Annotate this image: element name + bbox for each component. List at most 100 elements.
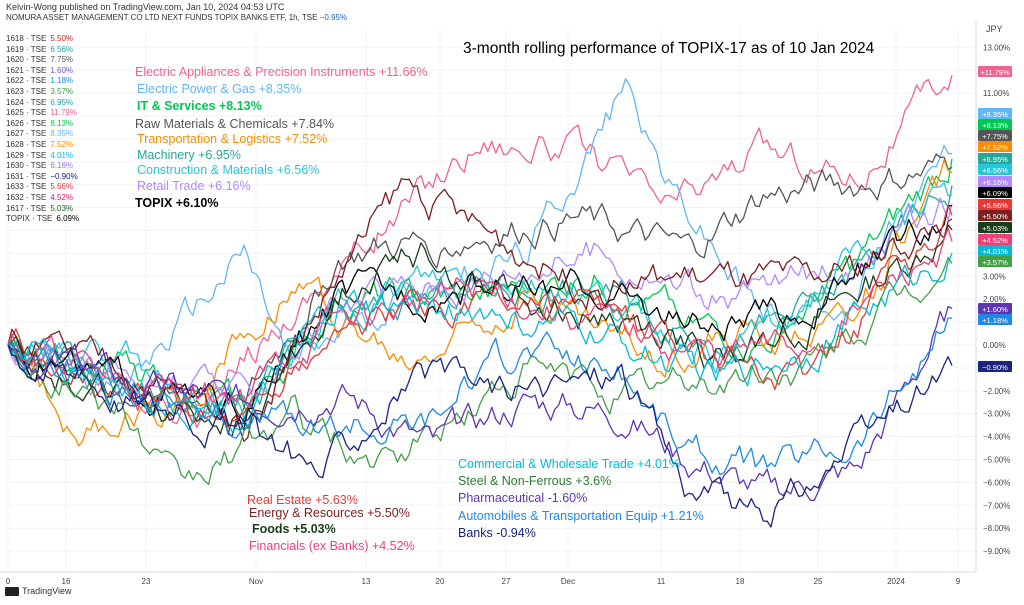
- ticker-code: 1629 · TSE: [6, 150, 47, 160]
- ticker-value: 7.75%: [50, 55, 74, 65]
- value-badge: [978, 187, 1012, 198]
- ticker-row: 1617 · TSE 5.03%: [6, 204, 79, 215]
- series-annotation: IT & Services +8.13%: [137, 99, 262, 113]
- x-tick-label: Dec: [561, 577, 575, 586]
- ticker-code: 1625 · TSE: [6, 108, 47, 118]
- x-tick-label: Nov: [249, 577, 263, 586]
- y-tick-label: 0.00%: [983, 341, 1006, 350]
- value-badge: [978, 245, 1012, 256]
- series-annotation: Steel & Non-Ferrous +3.6%: [458, 474, 611, 488]
- ticker-row: 1626 · TSE 8.13%: [6, 119, 79, 130]
- y-tick-label: −8.00%: [983, 524, 1010, 533]
- ticker-code: 1624 · TSE: [6, 97, 47, 107]
- symbol-change: −0.95%: [319, 13, 348, 22]
- x-tick-label: 23: [142, 577, 151, 586]
- ticker-row: 1625 · TSE 11.79%: [6, 108, 79, 119]
- value-badge: [978, 141, 1012, 152]
- symbol-info: NOMURA ASSET MANAGEMENT CO LTD NEXT FUND…: [6, 13, 347, 22]
- y-tick-label: 11.00%: [983, 89, 1010, 98]
- x-tick-label: 16: [62, 577, 71, 586]
- series-annotation: TOPIX +6.10%: [135, 196, 219, 210]
- value-badge: [978, 256, 1012, 267]
- ticker-value: 6.56%: [50, 44, 74, 54]
- ticker-value: 8.13%: [50, 118, 74, 128]
- series-line: [7, 256, 953, 485]
- value-badge: [978, 210, 1012, 221]
- value-badge-label: +1.18%: [982, 316, 1008, 325]
- value-badge-label: +5.50%: [982, 212, 1008, 221]
- ticker-code: 1628 · TSE: [6, 139, 47, 149]
- x-tick-label: 13: [362, 577, 371, 586]
- ticker-code: 1622 · TSE: [6, 76, 47, 86]
- series-line: [7, 305, 953, 501]
- value-badge: [978, 314, 1012, 325]
- y-tick-label: 13.00%: [983, 43, 1010, 52]
- series-annotation: Electric Power & Gas +8.35%: [137, 82, 301, 96]
- series-line: [7, 317, 953, 476]
- ticker-row: 1618 · TSE 5.50%: [6, 34, 79, 45]
- ticker-code: 1618 · TSE: [6, 34, 47, 43]
- y-tick-label: −2.00%: [983, 387, 1010, 396]
- ticker-row: TOPIX · TSE 6.09%: [6, 214, 79, 225]
- ticker-row: 1631 · TSE −0.90%: [6, 172, 79, 183]
- publish-info: Kelvin-Wong published on TradingView.com…: [6, 2, 285, 12]
- value-badge-label: +8.35%: [982, 110, 1008, 119]
- series-line: [7, 153, 953, 418]
- series-annotation: Retail Trade +6.16%: [137, 179, 251, 193]
- ticker-value: 5.03%: [50, 203, 74, 213]
- series-annotation: Energy & Resources +5.50%: [249, 506, 410, 520]
- value-badge-label: +6.56%: [982, 166, 1008, 175]
- ticker-value: 1.60%: [50, 65, 74, 75]
- value-badge-label: +1.60%: [982, 305, 1008, 314]
- y-tick-label: −7.00%: [983, 501, 1010, 510]
- y-tick-label: −4.00%: [983, 433, 1010, 442]
- ticker-value: 6.09%: [56, 214, 80, 224]
- value-badge: [978, 234, 1012, 245]
- symbol-name: NOMURA ASSET MANAGEMENT CO LTD NEXT FUND…: [6, 13, 318, 22]
- x-tick-label: 9: [956, 577, 961, 586]
- ticker-value: −0.90%: [50, 171, 78, 181]
- value-badge-label: +8.13%: [982, 121, 1008, 130]
- tradingview-logo-text: TradingView: [22, 586, 72, 596]
- currency-label: JPY: [986, 24, 1003, 34]
- series-line: [7, 227, 953, 412]
- value-badge: [978, 108, 1012, 119]
- chart-title: 3-month rolling performance of TOPIX-17 …: [463, 40, 875, 57]
- series-line: [7, 344, 953, 528]
- series-annotation: Real Estate +5.63%: [247, 493, 358, 507]
- x-tick-label: 25: [814, 577, 823, 586]
- value-badge: [978, 222, 1012, 233]
- ticker-code: 1632 · TSE: [6, 192, 47, 202]
- ticker-code: 1620 · TSE: [6, 55, 47, 65]
- ticker-row: 1632 · TSE 4.52%: [6, 193, 79, 204]
- series-annotation: Banks -0.94%: [458, 526, 536, 540]
- series-line: [7, 178, 953, 442]
- ticker-code: 1631 · TSE: [6, 171, 47, 181]
- ticker-code: 1633 · TSE: [6, 182, 47, 192]
- series-line: [7, 74, 953, 429]
- series-annotation: Electric Appliances & Precision Instrume…: [135, 65, 428, 79]
- y-tick-label: 3.00%: [983, 272, 1006, 281]
- ticker-legend: 1618 · TSE 5.50% 1619 · TSE 6.56% 1620 · TSE…: [6, 34, 79, 225]
- series-annotation: Foods +5.03%: [252, 522, 336, 536]
- ticker-row: 1623 · TSE 3.57%: [6, 87, 79, 98]
- value-badge-label: +6.16%: [982, 178, 1008, 187]
- ticker-value: 1.18%: [50, 76, 74, 86]
- series-line: [7, 224, 953, 437]
- x-tick-label: 2024: [887, 577, 905, 586]
- series-annotation: Raw Materials & Chemicals +7.84%: [135, 117, 334, 131]
- ticker-row: 1633 · TSE 5.66%: [6, 182, 79, 193]
- value-badge: [978, 361, 1012, 372]
- value-badge: [978, 66, 1012, 77]
- series-annotation: Transportation & Logistics +7.52%: [137, 132, 327, 146]
- y-tick-label: −3.00%: [983, 410, 1010, 419]
- tradingview-logo: TradingView: [5, 586, 72, 596]
- ticker-code: 1630 · TSE: [6, 161, 47, 171]
- y-tick-label: −5.00%: [983, 456, 1010, 465]
- value-badge: [978, 176, 1012, 187]
- ticker-value: 3.57%: [50, 86, 74, 96]
- ticker-row: 1629 · TSE 4.01%: [6, 151, 79, 162]
- y-tick-label: −9.00%: [983, 547, 1010, 556]
- ticker-row: 1628 · TSE 7.52%: [6, 140, 79, 151]
